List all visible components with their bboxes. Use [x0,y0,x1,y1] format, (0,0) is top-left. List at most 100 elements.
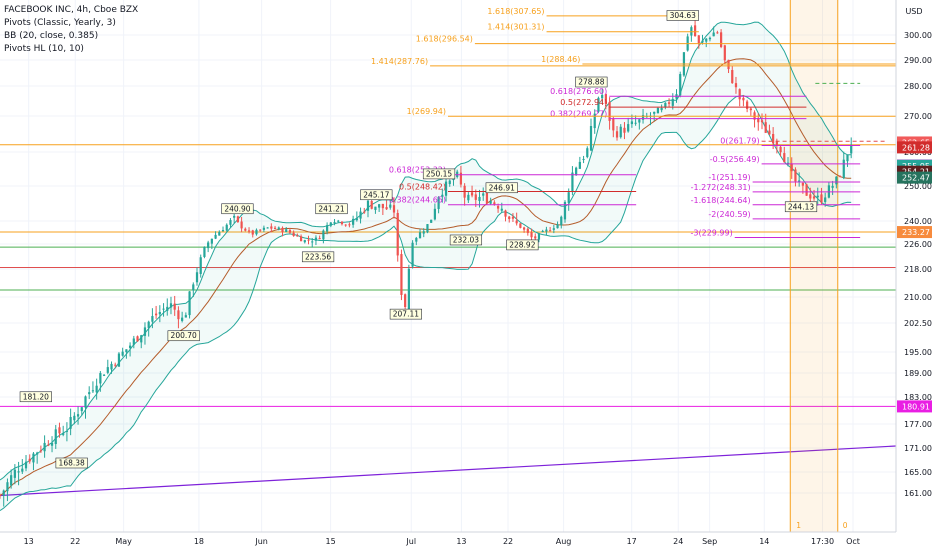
y-tick-1: 165.00 [904,468,932,477]
candle-body-188 [697,35,700,44]
candle-body-151 [560,216,563,226]
price-axis[interactable]: USD 161.00 165.00 171.00 177.00 183.00 189.00 1… [895,0,932,550]
candle-body-194 [719,32,723,47]
session-shade [790,0,838,532]
candle-body-45 [166,306,169,311]
candle-body-117 [433,208,437,220]
candle-body-179 [664,102,667,107]
candle-body-42 [155,313,158,316]
y-tick-10: 226.00 [904,240,932,249]
candle-body-38 [140,335,143,343]
candle-body-3 [10,475,13,486]
y-tick-15: 280.00 [904,82,932,91]
candles [0,19,853,507]
price-tag-5: 252.47 [902,174,930,183]
candle-body-110 [407,268,410,310]
time-axis[interactable]: 13 22 May 18 Jun 15 Jul 13 22 Aug 17 24 Sep 14 17:30 Oc… [0,531,932,550]
candle-body-159 [589,126,593,151]
candle-body-191 [708,37,712,40]
candle-body-228 [846,154,849,162]
candle-body-31 [114,364,117,366]
bb-basis [0,58,852,497]
price-tag-bg-5 [897,171,932,184]
candle-body-183 [679,74,682,96]
data-label-box-6 [360,189,393,201]
candle-body-158 [586,148,589,158]
candle-body-86 [318,238,321,240]
fib-label-4: 1.414(287.76) [371,57,428,66]
candle-body-101 [374,206,377,210]
y-tick-6: 195.00 [904,348,932,357]
candle-body-56 [207,242,210,249]
candle-body-40 [147,321,150,328]
candle-body-21 [76,414,80,417]
candle-body-229 [850,144,853,154]
candle-body-219 [812,196,816,199]
data-label-11: 228.92 [509,240,535,249]
data-label-10: 246.91 [489,183,515,192]
candle-body-41 [151,316,154,322]
candle-body-57 [210,238,213,244]
candle-body-44 [162,308,165,310]
data-label-box-9 [449,234,483,246]
bb-lower [0,94,852,512]
candle-body-187 [693,25,697,37]
candle-body-213 [790,163,793,172]
candle-body-155 [575,167,578,175]
candle-body-145 [537,233,541,240]
candle-body-215 [798,180,801,182]
fib-label-13: 0.5(248.42) [399,183,446,192]
candle-body-90 [333,222,336,224]
x-tick-7: 13 [456,537,466,546]
candle-body-102 [378,204,381,208]
candle-body-97 [359,211,362,219]
y-tick-4: 183.00 [904,393,932,402]
candle-body-121 [448,180,451,185]
candle-body-161 [597,97,600,112]
fib-label-7: 0.382(269.27) [550,110,607,119]
candle-body-43 [158,312,161,315]
indicator-pivots-hl[interactable]: Pivots HL (10, 10) [4,44,84,54]
candle-body-26 [95,385,98,393]
candle-body-217 [805,184,808,196]
indicator-pivots[interactable]: Pivots (Classic, Yearly, 3) [4,18,116,28]
fib-label-6: 0.5(272.94) [560,98,607,107]
y-tick-0: 161.00 [904,489,932,498]
candle-body-53 [195,272,199,283]
fib-label-18: -3(229.99) [691,228,733,237]
candle-body-225 [835,176,838,185]
fib-label-16: -1.618(244.64) [691,196,751,205]
x-tick-12: Sep [702,537,717,546]
price-axis-bg [896,0,932,550]
data-label-box-7 [389,308,422,320]
candle-body-209 [775,140,778,146]
data-label-box-13 [666,10,699,21]
candle-body-148 [549,230,552,232]
indicator-bb[interactable]: BB (20, close, 0.385) [4,31,99,41]
candle-body-71 [262,227,266,230]
candle-body-141 [522,227,526,230]
data-label-3: 240.90 [224,204,250,213]
candle-body-168 [623,127,626,133]
candle-body-190 [705,38,708,42]
candle-body-0 [0,495,2,497]
candle-body-68 [251,230,254,235]
y-tick-9: 218.00 [904,265,932,274]
price-tag-6: 233.27 [902,228,930,237]
candle-body-58 [214,234,217,239]
data-label-2: 200.70 [171,331,197,340]
candle-body-163 [604,94,607,104]
candle-body-32 [117,353,121,367]
candle-body-14 [50,442,54,446]
data-label-13: 304.63 [670,11,696,20]
data-label-0: 181.20 [23,392,49,401]
candle-body-105 [389,204,392,208]
legend: FACEBOOK INC, 4h, Cboe BZX Pivots (Class… [4,4,138,56]
data-label-box-8 [422,168,456,180]
candle-body-79 [292,232,295,236]
candle-body-30 [110,363,113,370]
bb-fill [0,22,852,511]
candle-body-139 [515,220,518,224]
